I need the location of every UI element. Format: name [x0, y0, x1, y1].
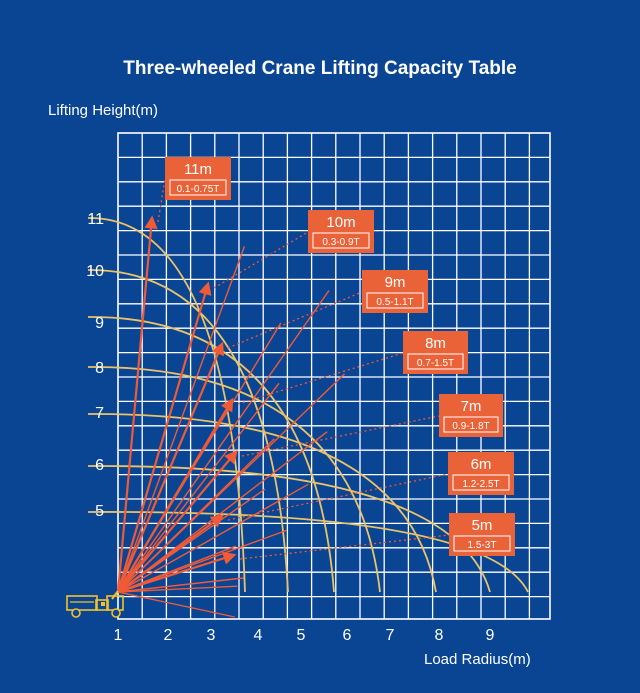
boom-line-5 — [117, 551, 237, 594]
x-tick-8: 8 — [435, 627, 444, 644]
boom-length-label: 8m — [425, 335, 446, 352]
crane-truck-icon — [66, 590, 124, 618]
boom-label-11: 11m 0.1-0.75T — [165, 157, 231, 200]
boom-angle-line — [117, 290, 330, 593]
y-tick-11: 11 — [87, 211, 104, 228]
capacity-label: 1.5-3T — [468, 540, 497, 551]
x-tick-1: 1 — [114, 627, 123, 644]
capacity-box — [312, 232, 370, 249]
reach-arc-10 — [87, 269, 289, 593]
y-tick-5: 5 — [95, 503, 104, 520]
boom-line-10 — [116, 281, 212, 593]
label-box — [362, 270, 428, 313]
x-tick-2: 2 — [164, 627, 173, 644]
capacity-box — [366, 292, 424, 309]
boom-angle-line — [117, 585, 238, 593]
boom-length-label: 10m — [326, 214, 355, 231]
boom-angle-line — [117, 545, 236, 593]
boom-leader-8 — [237, 352, 404, 405]
capacity-label: 0.3-0.9T — [322, 237, 359, 248]
boom-leader-11 — [157, 178, 166, 223]
boom-length-label: 5m — [472, 517, 493, 534]
capacity-label: 0.5-1.1T — [376, 297, 413, 308]
boom-label-6: 6m 1.2-2.5T — [448, 452, 514, 495]
y-tick-labels: 5 6 7 8 9 10 11 — [86, 211, 104, 520]
y-tick-6: 6 — [95, 457, 104, 474]
boom-angle-line — [117, 246, 246, 593]
grid-frame — [117, 132, 551, 620]
boom-line-8 — [117, 397, 234, 593]
label-box — [165, 157, 231, 200]
boom-leader-5 — [239, 534, 450, 560]
y-tick-7: 7 — [95, 405, 104, 422]
boom-length-label: 11m — [184, 161, 212, 178]
y-tick-10: 10 — [86, 263, 104, 280]
x-tick-7: 7 — [386, 627, 395, 644]
capacity-label: 0.9-1.8T — [452, 421, 489, 432]
label-box — [439, 394, 503, 437]
boom-length-label: 7m — [461, 398, 482, 415]
boom-line-7 — [117, 449, 238, 593]
boom-label-7: 7m 0.9-1.8T — [439, 394, 503, 437]
label-box — [308, 210, 374, 253]
boom-angle-line — [117, 438, 275, 593]
y-tick-9: 9 — [95, 315, 104, 332]
boom-label-5: 5m 1.5-3T — [449, 513, 515, 556]
boom-angle-line — [117, 591, 235, 618]
boom-length-label: 9m — [385, 274, 406, 291]
reach-arc-5 — [87, 511, 529, 593]
boom-line-9 — [116, 341, 225, 593]
chart-title: Three-wheeled Crane Lifting Capacity Tab… — [123, 58, 517, 79]
label-box — [448, 452, 514, 495]
capacity-label: 1.2-2.5T — [462, 479, 499, 490]
boom-length-label: 6m — [471, 456, 492, 473]
boom-labels: 11m 0.1-0.75T 10m 0.3-0.9T 9m 0.5-1.1T 8m 0.7-1… — [165, 157, 515, 556]
x-tick-9: 9 — [486, 627, 495, 644]
capacity-box — [453, 535, 511, 552]
x-axis-label: Load Radius(m) — [424, 651, 531, 668]
capacity-box — [452, 474, 510, 491]
capacity-box — [443, 416, 499, 433]
boom-label-8: 8m 0.7-1.5T — [403, 331, 468, 374]
boom-leader-9 — [227, 291, 363, 349]
boom-label-10: 10m 0.3-0.9T — [308, 210, 374, 253]
boom-angle-line — [117, 577, 244, 593]
y-tick-8: 8 — [95, 360, 104, 377]
boom-angle-line — [117, 483, 309, 593]
x-tick-labels: 1 2 3 4 5 6 7 8 9 — [114, 627, 495, 644]
boom-lines — [116, 178, 450, 618]
x-tick-4: 4 — [254, 627, 263, 644]
boom-leader-10 — [213, 231, 309, 289]
capacity-label: 0.1-0.75T — [177, 184, 220, 195]
capacity-box — [169, 179, 227, 196]
y-axis-label: Lifting Height(m) — [48, 102, 159, 119]
x-tick-6: 6 — [343, 627, 352, 644]
boom-angle-line — [117, 382, 280, 593]
boom-line-11 — [116, 215, 158, 593]
x-tick-3: 3 — [207, 627, 216, 644]
label-box — [449, 513, 515, 556]
boom-line-6 — [117, 514, 225, 593]
capacity-box — [407, 353, 464, 370]
boom-leader-7 — [241, 415, 440, 457]
capacity-label: 0.7-1.5T — [417, 358, 454, 369]
reach-arc-6 — [87, 465, 491, 593]
x-tick-5: 5 — [297, 627, 306, 644]
boom-label-9: 9m 0.5-1.1T — [362, 270, 428, 313]
label-box — [403, 331, 468, 374]
